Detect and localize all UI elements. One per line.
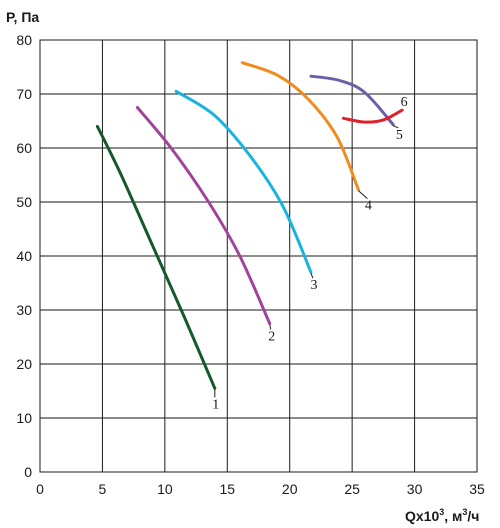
y-tick-label: 40 xyxy=(16,248,32,264)
x-axis-title-unit-post: /ч xyxy=(467,508,479,524)
curve-1-line xyxy=(95,124,217,390)
x-axis-title-exp: 3 xyxy=(439,507,444,517)
y-tick-label: 30 xyxy=(16,302,32,318)
x-axis-title: Qx103, м3/ч xyxy=(405,507,479,524)
y-tick-label: 50 xyxy=(16,194,32,210)
curve-5-leader xyxy=(393,125,399,129)
plot-frame xyxy=(39,39,478,473)
x-tick-label: 15 xyxy=(219,481,235,497)
x-tick-label: 25 xyxy=(344,481,360,497)
curve-5-line xyxy=(309,74,395,127)
curve-5-label: 5 xyxy=(396,128,403,143)
y-tick-label: 80 xyxy=(16,32,32,48)
curves: 1 2 3 4 5 6 xyxy=(95,61,408,412)
x-tick-label: 35 xyxy=(469,481,485,497)
curve-3-line xyxy=(174,89,313,274)
curve-2-leader xyxy=(269,324,272,330)
curve-4-label: 4 xyxy=(365,199,372,214)
y-tick-label: 20 xyxy=(16,356,32,372)
x-tick-label: 30 xyxy=(407,481,423,497)
x-axis-title-unit-exp: 3 xyxy=(462,507,467,517)
curve-5: 5 xyxy=(309,74,403,143)
grid xyxy=(39,39,478,473)
y-tick-label: 60 xyxy=(16,140,32,156)
x-tick-label: 20 xyxy=(282,481,298,497)
curve-6-line xyxy=(341,108,404,124)
curve-1: 1 xyxy=(95,124,219,412)
curve-3-leader xyxy=(310,273,314,279)
x-tick-label: 0 xyxy=(36,481,44,497)
curve-2: 2 xyxy=(135,106,275,345)
x-axis-ticks: 0 5 10 15 20 25 30 35 xyxy=(36,481,485,497)
curve-4-line xyxy=(240,61,360,192)
y-axis-title: P, Па xyxy=(6,9,39,25)
curve-6-label: 6 xyxy=(401,95,408,110)
x-axis-title-base: Qx10 xyxy=(405,508,439,524)
y-tick-label: 0 xyxy=(24,464,32,480)
curve-1-label: 1 xyxy=(212,397,219,412)
x-tick-label: 5 xyxy=(99,481,107,497)
y-tick-label: 70 xyxy=(16,86,32,102)
y-tick-label: 10 xyxy=(16,410,32,426)
curve-4-leader xyxy=(358,190,368,199)
curve-6: 6 xyxy=(341,95,408,124)
x-tick-label: 10 xyxy=(157,481,173,497)
curve-3: 3 xyxy=(174,89,317,293)
x-axis-title-unit: , м xyxy=(444,508,462,524)
curve-2-label: 2 xyxy=(268,330,275,345)
curve-3-label: 3 xyxy=(310,278,317,293)
curve-4: 4 xyxy=(240,61,372,214)
curve-2-line xyxy=(135,106,272,325)
y-axis-ticks: 0 10 20 30 40 50 60 70 80 xyxy=(16,32,32,480)
